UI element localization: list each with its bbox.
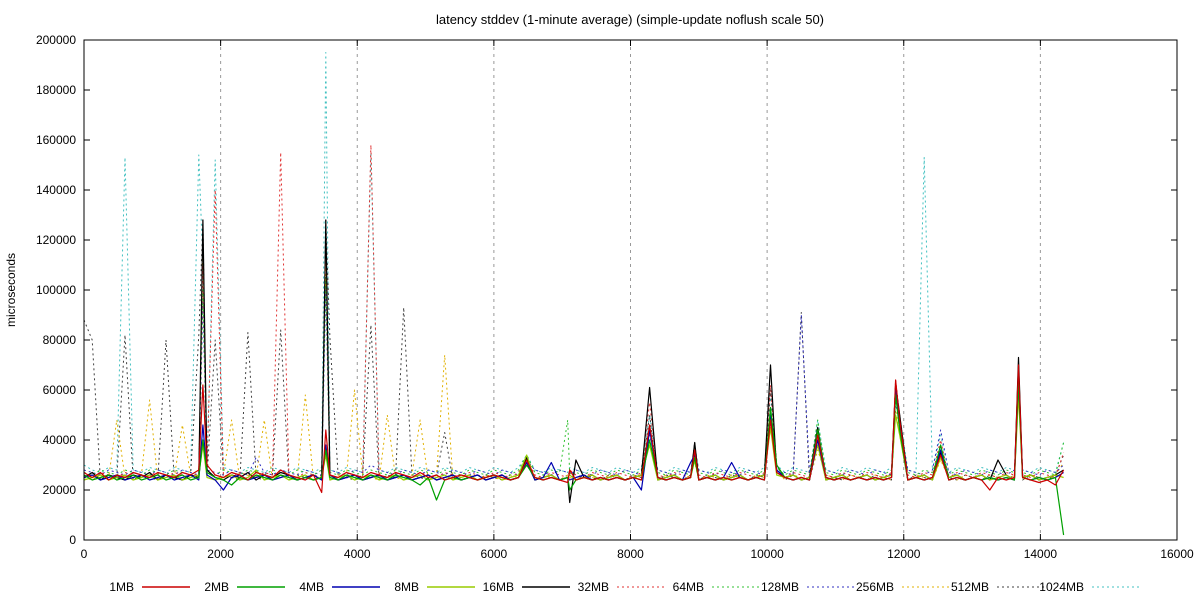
series-layer [83,52,1065,536]
y-tick-label: 200000 [36,33,76,47]
y-tick-label: 140000 [36,183,76,197]
y-tick-label: 0 [69,533,76,547]
legend-label: 32MB [578,580,609,594]
x-tick-label: 14000 [1024,547,1058,561]
x-tick-label: 4000 [344,547,371,561]
legend-label: 512MB [951,580,989,594]
legend-label: 1MB [109,580,134,594]
y-tick-label: 120000 [36,233,76,247]
y-tick-label: 180000 [36,83,76,97]
legend-label: 128MB [761,580,799,594]
legend-label: 8MB [394,580,419,594]
series-line-1024mb [83,52,1065,473]
y-tick-label: 100000 [36,283,76,297]
legend: 1MB 2MB 4MB 8MB 16MB 32MB 64MB 128MB 256MB 512MB 1… [109,580,1140,594]
chart-title: latency stddev (1-minute average) (simpl… [436,12,824,27]
series-line-1mb [83,364,1065,494]
x-tick-label: 2000 [207,547,234,561]
series-line-16mb [83,219,1064,504]
y-tick-label: 20000 [43,483,77,497]
x-tick-label: 0 [81,547,88,561]
y-axis-label: microseconds [4,253,18,327]
plot-frame [83,39,1178,541]
legend-label: 256MB [856,580,894,594]
legend-label: 2MB [204,580,229,594]
legend-label: 4MB [299,580,324,594]
series-line-128mb [83,289,1064,476]
x-tick-label: 16000 [1160,547,1194,561]
series-line-512mb [83,219,1065,481]
series-line-64mb [83,277,1065,476]
y-tick-label: 40000 [43,433,77,447]
axis-ticks: 0 2000 4000 6000 8000 10000 12000 14000 16000020… [36,33,1194,561]
x-tick-label: 8000 [617,547,644,561]
vertical-markers [220,40,1041,540]
y-tick-label: 80000 [43,333,77,347]
x-tick-label: 10000 [750,547,784,561]
legend-label: 16MB [483,580,514,594]
x-tick-label: 6000 [481,547,508,561]
legend-label: 1024MB [1039,580,1084,594]
y-tick-label: 60000 [43,383,77,397]
x-tick-label: 12000 [887,547,921,561]
legend-label: 64MB [673,580,704,594]
y-tick-label: 160000 [36,133,76,147]
series-line-32mb [83,144,1065,478]
